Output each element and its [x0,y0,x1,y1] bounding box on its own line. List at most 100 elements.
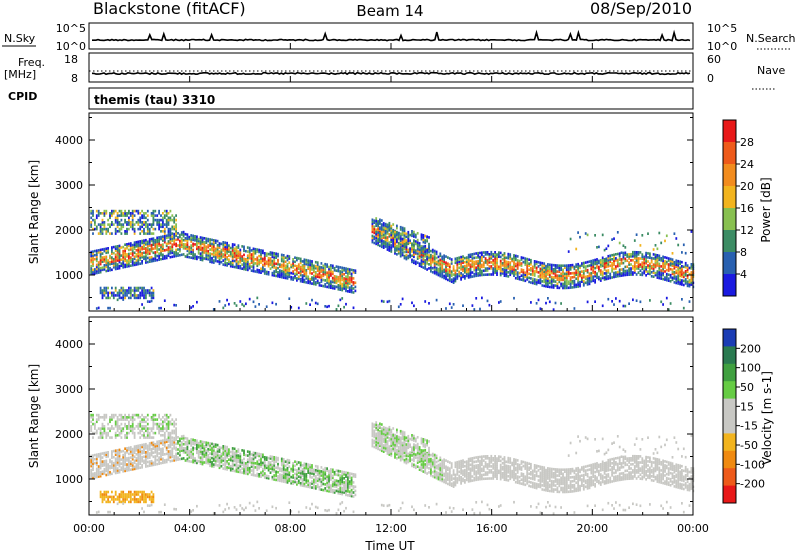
echo-cell [448,263,451,266]
echo-cell [188,439,191,443]
echo-cell [345,279,347,283]
echo-cell [114,255,117,259]
echo-cell [390,238,393,241]
echo-cell [90,470,93,474]
echo-cell [124,436,126,439]
echo-cell [282,268,285,271]
echo-cell [339,270,342,273]
echo-cell [154,447,157,450]
echo-cell [192,460,194,464]
echo-cell [105,263,108,267]
echo-cell [341,266,344,270]
echo-cell [665,256,668,260]
echo-cell [171,249,174,252]
echo-cell [112,413,115,417]
echo-cell [573,275,576,279]
echo-cell [246,268,249,272]
echo-cell [271,477,274,481]
echo-cell [192,452,194,456]
echo-cell [303,262,306,266]
echo-cell [301,276,304,279]
echo-cell [186,253,189,257]
echo-cell [171,251,174,255]
echo-cell [216,458,219,461]
echo-cell [139,232,142,235]
echo-cell [137,454,140,458]
echo-cell [679,262,681,266]
echo-cell [331,266,334,270]
echo-cell [577,285,579,288]
echo-cell [90,468,93,472]
echo-cell [122,457,125,461]
echo-cell [494,263,496,266]
echo-cell [224,241,227,244]
echo-cell [92,227,94,231]
echo-cell [146,240,149,244]
echo-cell [131,214,134,217]
echo-cell [541,266,544,269]
echo-cell [428,256,430,259]
echo-cell [135,465,138,468]
echo-cell [162,221,164,224]
echo-cell [135,240,138,244]
echo-cell [382,240,385,243]
echo-cell [290,481,293,485]
echo-cell [467,274,470,277]
echo-cell [667,257,670,260]
echo-cell [498,265,500,269]
echo-cell [124,447,126,450]
echo-cell [229,262,232,266]
echo-cell [469,255,472,258]
echo-cell [162,453,164,456]
echo-cell [231,459,234,462]
echo-cell [422,245,425,248]
echo-cell [105,227,108,231]
echo-cell [167,436,170,439]
echo-cell [109,268,111,272]
echo-cell [205,461,208,465]
echo-cell [180,233,183,236]
echo-cell [107,261,109,264]
echo-cell [235,254,238,257]
echo-cell [613,257,615,261]
echo-cell [582,261,585,265]
echo-cell [277,477,279,480]
echo-cell [675,263,678,266]
echo-cell [152,425,155,428]
echo-cell [554,280,557,283]
echo-cell [394,239,396,243]
echo-cell [95,475,98,479]
echo-cell [618,258,621,261]
echo-cell [205,239,208,242]
echo-cell [228,464,230,468]
echo-cell [314,266,317,270]
echo-cell [137,460,140,464]
echo-cell [239,456,242,460]
echo-cell [460,272,462,275]
echo-cell [103,468,106,471]
echo-cell [105,465,108,469]
echo-cell [192,305,194,308]
echo-cell [218,450,221,453]
echo-cell [426,248,428,252]
echo-cell [490,257,493,260]
echo-cell [450,280,453,283]
echo-cell [167,218,170,222]
echo-cell [496,269,498,272]
echo-cell [671,268,674,271]
echo-cell [590,265,593,269]
echo-cell [124,467,126,471]
echo-cell [122,418,125,421]
echo-cell [390,231,393,235]
echo-cell [615,275,617,278]
echo-cell [218,300,221,303]
echo-cell [405,243,408,247]
echo-cell [103,495,106,499]
echo-cell [392,230,395,233]
echo-cell [373,235,376,239]
echo-cell [233,447,236,451]
echo-cell [212,249,215,252]
echo-cell [165,460,168,464]
echo-cell [107,251,109,254]
echo-cell [116,259,119,262]
